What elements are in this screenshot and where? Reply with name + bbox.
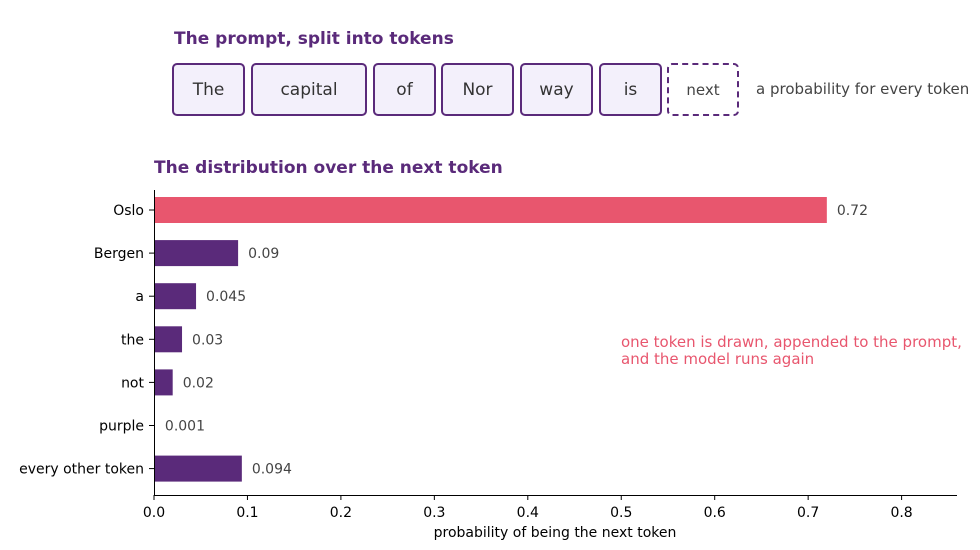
bar [154,240,239,267]
x-tick-label: 0.3 [423,505,445,521]
x-tick-label: 0.5 [610,505,632,521]
annotation-line: one token is drawn, appended to the prom… [621,333,962,351]
token-chip: Nor [441,63,514,116]
x-tick-label: 0.8 [890,505,912,521]
y-tick-label: the [121,332,144,348]
bar-value-label: 0.09 [248,246,279,262]
x-tick-label: 0.6 [704,505,726,521]
y-tick-label: every other token [19,462,144,478]
bar-value-label: 0.045 [206,289,246,305]
bar-value-label: 0.03 [192,332,223,348]
token-chip: capital [251,63,367,116]
bar [154,369,173,396]
token-chip: is [599,63,662,116]
bar-value-label: 0.02 [183,375,214,391]
y-tick-label: not [121,375,144,391]
x-tick-label: 0.2 [330,505,352,521]
token-chip: of [373,63,436,116]
annotation-line: and the model runs again [621,350,815,368]
y-tick-label: purple [99,419,144,435]
bar-value-label: 0.72 [837,203,868,219]
annotation: one token is drawn, appended to the prom… [621,334,962,368]
token-chip: The [172,63,245,116]
token-chip: way [520,63,593,116]
y-tick-label: Oslo [113,203,144,219]
x-tick-label: 0.0 [143,505,165,521]
x-tick-label: 0.7 [797,505,819,521]
x-tick-label: 0.1 [236,505,258,521]
x-axis-label: probability of being the next token [434,525,677,541]
bar-value-label: 0.094 [252,462,292,478]
bar [154,326,183,353]
distribution-title: The distribution over the next token [154,158,503,178]
pending-token-chip: next [667,63,739,116]
tokens-title: The prompt, split into tokens [174,29,454,49]
token-note: a probability for every token [756,80,970,98]
bar-value-label: 0.001 [165,419,205,435]
y-tick-label: a [135,289,144,305]
bar [154,283,197,310]
bar [154,197,827,223]
x-tick-label: 0.4 [517,505,539,521]
bar [154,455,242,482]
y-tick-label: Bergen [94,246,144,262]
